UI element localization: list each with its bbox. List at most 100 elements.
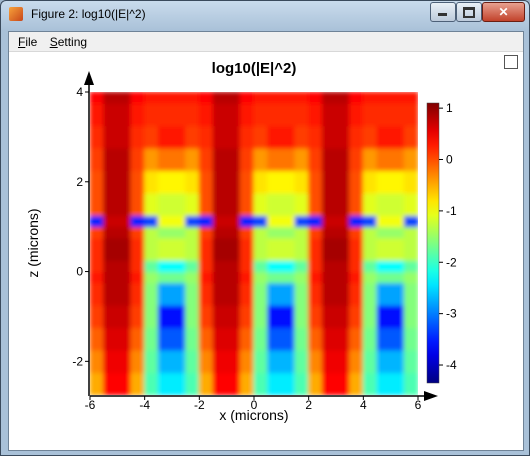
heatmap-cell — [226, 372, 241, 395]
heatmap-cell — [253, 170, 269, 194]
heatmap-cell — [103, 327, 118, 351]
heatmap-cell — [171, 92, 187, 104]
heatmap-cell — [103, 214, 118, 228]
colorbar-tick-label: 1 — [446, 101, 453, 115]
heatmap-cell — [335, 349, 351, 374]
heatmap-cell — [335, 226, 351, 239]
heatmap-cell — [321, 147, 337, 172]
heatmap-cell — [403, 259, 418, 273]
menu-bar: File Setting — [9, 32, 523, 52]
heatmap-cell — [308, 147, 323, 172]
heatmap-cell — [267, 125, 282, 149]
minimize-button[interactable] — [430, 2, 456, 22]
heatmap-cell — [103, 271, 118, 284]
heatmap-cell — [90, 349, 105, 374]
heatmap-cell — [376, 237, 392, 261]
heatmap-cell — [308, 214, 323, 228]
heatmap-cell — [267, 349, 282, 374]
heatmap-cell — [403, 170, 418, 194]
heatmap-cell — [198, 92, 214, 104]
heatmap-cell — [362, 102, 378, 127]
y-axis-label: z (microns) — [25, 208, 41, 277]
heatmap-cell — [280, 304, 296, 329]
heatmap-cell — [349, 271, 364, 284]
y-tick-label: 2 — [76, 175, 83, 189]
heatmap-cell — [362, 349, 378, 374]
heatmap-cell — [212, 349, 228, 374]
heatmap-cell — [253, 237, 269, 261]
heatmap-cell — [185, 349, 200, 374]
heatmap-cell — [130, 304, 146, 329]
heatmap-cell — [90, 259, 105, 273]
heatmap-cell — [280, 271, 296, 284]
heatmap-cell — [185, 92, 200, 104]
heatmap-cell — [280, 327, 296, 351]
maximize-button[interactable] — [456, 2, 482, 22]
heatmap-cell — [185, 226, 200, 239]
heatmap-cell — [144, 92, 159, 104]
heatmap-cell — [239, 125, 255, 149]
heatmap-cell — [376, 147, 392, 172]
heatmap-cell — [144, 170, 159, 194]
heatmap-cell — [171, 125, 187, 149]
x-tick-label: -2 — [194, 398, 205, 412]
heatmap-cell — [403, 125, 418, 149]
heatmap-cell — [390, 304, 405, 329]
heatmap-cell — [321, 102, 337, 127]
heatmap-cell — [130, 282, 146, 306]
heatmap-cell — [144, 226, 159, 239]
heatmap-cell — [349, 237, 364, 261]
heatmap-cell — [390, 271, 405, 284]
heatmap-cell — [239, 237, 255, 261]
heatmap-cell — [376, 102, 392, 127]
heatmap-cell — [90, 271, 105, 284]
heatmap-cell — [362, 192, 378, 216]
heatmap-cell — [116, 102, 132, 127]
heatmap-cell — [294, 125, 310, 149]
heatmap-cell — [267, 304, 282, 329]
heatmap-cell — [267, 282, 282, 306]
heatmap-cell — [144, 327, 159, 351]
close-button[interactable]: ✕ — [482, 2, 525, 22]
heatmap-cell — [130, 271, 146, 284]
heatmap-cell — [376, 327, 392, 351]
heatmap-cell — [198, 237, 214, 261]
heatmap-cell — [212, 304, 228, 329]
heatmap-cell — [212, 192, 228, 216]
heatmap-cell — [335, 92, 351, 104]
heatmap-cell — [390, 192, 405, 216]
heatmap-cell — [103, 372, 118, 395]
menu-setting[interactable]: Setting — [49, 35, 88, 49]
heatmap-cell — [239, 304, 255, 329]
heatmap-cell — [212, 102, 228, 127]
colorbar-tick-label: 0 — [446, 153, 453, 167]
heatmap-cell — [253, 271, 269, 284]
heatmap-cell — [130, 192, 146, 216]
heatmap-cell — [157, 147, 173, 172]
heatmap-cell — [157, 102, 173, 127]
heatmap-cell — [171, 192, 187, 216]
heatmap-cell — [185, 271, 200, 284]
heatmap-cell — [349, 372, 364, 395]
heatmap-cell — [321, 214, 337, 228]
menu-file[interactable]: File — [18, 35, 38, 49]
heatmap-cell — [335, 125, 351, 149]
heatmap-cell — [212, 170, 228, 194]
toggle-box[interactable] — [504, 55, 518, 69]
heatmap-cell — [198, 372, 214, 395]
heatmap-cell — [253, 226, 269, 239]
heatmap-cell — [403, 237, 418, 261]
heatmap-cell — [403, 304, 418, 329]
heatmap-cell — [90, 304, 105, 329]
heatmap-cell — [321, 304, 337, 329]
heatmap-cell — [103, 92, 118, 104]
heatmap-cell — [321, 237, 337, 261]
heatmap-cell — [90, 237, 105, 261]
heatmap-cell — [390, 349, 405, 374]
heatmap-cell — [239, 192, 255, 216]
heatmap-cell — [321, 226, 337, 239]
heatmap-cell — [267, 92, 282, 104]
heatmap-cell — [226, 214, 241, 228]
heatmap-cell — [171, 147, 187, 172]
heatmap-cell — [308, 170, 323, 194]
